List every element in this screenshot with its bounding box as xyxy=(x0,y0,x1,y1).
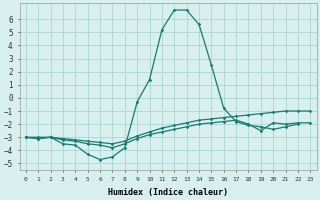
X-axis label: Humidex (Indice chaleur): Humidex (Indice chaleur) xyxy=(108,188,228,197)
